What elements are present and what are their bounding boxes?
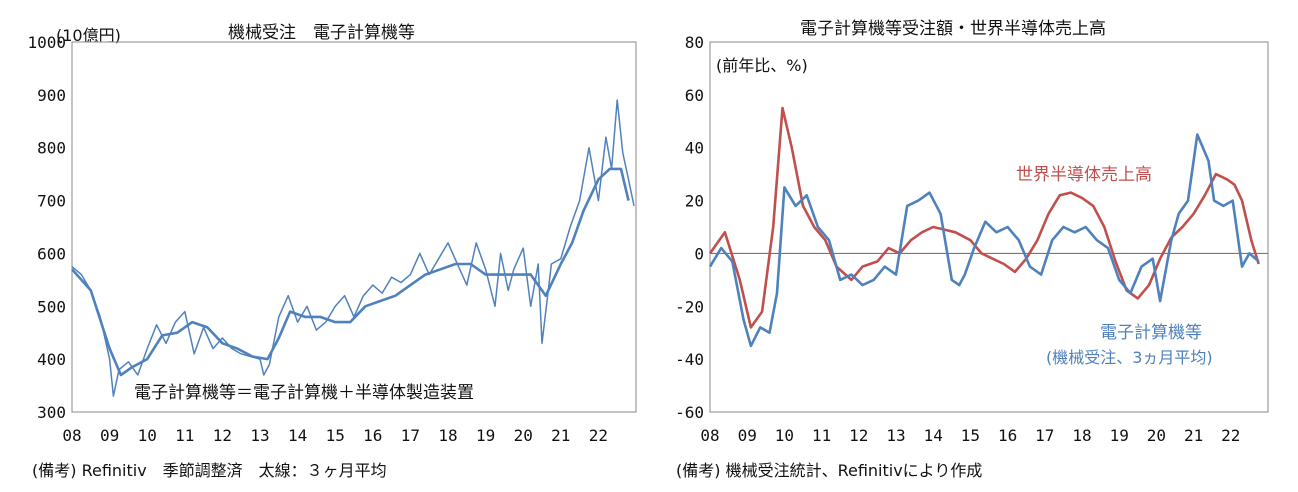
left-y-tick-label: 900	[37, 86, 66, 105]
left-x-tick-label: 14	[288, 426, 307, 445]
right-x-tick-label: 21	[1184, 426, 1203, 445]
right-y-tick-label: 80	[685, 33, 704, 52]
left-x-tick-label: 08	[62, 426, 81, 445]
left-y-tick-label: 700	[37, 192, 66, 211]
right-y-tick-label: -20	[675, 297, 704, 316]
right-x-tick-label: 08	[700, 426, 719, 445]
left-series-line-1	[71, 167, 630, 377]
right-x-tick-label: 11	[812, 426, 831, 445]
left-y-tick-label: 800	[37, 139, 66, 158]
left-x-tick-label: 09	[100, 426, 119, 445]
left-x-tick-label: 18	[438, 426, 457, 445]
left-x-tick-label: 21	[551, 426, 570, 445]
right-x-tick-label: 16	[998, 426, 1017, 445]
left-x-tick-label: 17	[401, 426, 420, 445]
right-note: (備考) 機械受注統計、Refinitivにより作成	[676, 461, 983, 480]
right-y-tick-label: 20	[685, 192, 704, 211]
right-x-tick-label: 10	[775, 426, 794, 445]
right-series-line-1	[708, 133, 1260, 348]
left-x-tick-label: 10	[138, 426, 157, 445]
right-y-tick-label: -40	[675, 350, 704, 369]
right-x-tick-label: 19	[1110, 426, 1129, 445]
right-plot-frame	[709, 41, 1269, 413]
left-x-tick-label: 12	[213, 426, 232, 445]
right-x-tick-label: 13	[886, 426, 905, 445]
left-x-tick-label: 22	[589, 426, 608, 445]
left-y-tick-label: 500	[37, 297, 66, 316]
right-chart-title: 電子計算機等受注額・世界半導体売上高	[800, 19, 1106, 39]
left-x-tick-label: 11	[175, 426, 194, 445]
left-y-tick-label: 600	[37, 244, 66, 263]
right-unit-label: (前年比、%)	[716, 56, 808, 75]
right-y-tick-label: 40	[685, 139, 704, 158]
left-y-tick-label: 300	[37, 403, 66, 422]
left-chart-title: 機械受注 電子計算機等	[228, 23, 415, 43]
right-y-tick-label: 0	[694, 244, 704, 263]
left-x-tick-label: 13	[250, 426, 269, 445]
left-annotation: 電子計算機等＝電子計算機＋半導体製造装置	[134, 383, 474, 403]
right-x-tick-label: 15	[961, 426, 980, 445]
right-series-line-0	[708, 106, 1260, 329]
left-series-line-0	[71, 99, 635, 397]
right-x-tick-label: 12	[849, 426, 868, 445]
right-y-tick-label: -60	[675, 403, 704, 422]
right-x-tick-label: 17	[1035, 426, 1054, 445]
right-legend-red-label: 世界半導体売上高	[1016, 165, 1152, 185]
left-x-tick-label: 20	[514, 426, 533, 445]
left-x-tick-label: 19	[476, 426, 495, 445]
right-x-tick-label: 20	[1147, 426, 1166, 445]
left-y-tick-label: 1000	[27, 33, 66, 52]
left-unit-label: (10億円)	[56, 26, 121, 45]
right-legend-blue-sub: (機械受注、3ヵ月平均)	[1046, 348, 1213, 367]
right-y-tick-label: 60	[685, 86, 704, 105]
right-x-tick-label: 22	[1221, 426, 1240, 445]
left-x-tick-label: 16	[363, 426, 382, 445]
left-y-tick-label: 400	[37, 350, 66, 369]
left-note: (備考) Refinitiv 季節調整済 太線：３ヶ月平均	[32, 461, 387, 480]
right-x-tick-label: 14	[924, 426, 943, 445]
left-plot-frame	[71, 41, 637, 413]
right-legend-blue-label: 電子計算機等	[1100, 323, 1202, 343]
left-x-tick-label: 15	[326, 426, 345, 445]
right-x-tick-label: 09	[738, 426, 757, 445]
right-x-tick-label: 18	[1072, 426, 1091, 445]
